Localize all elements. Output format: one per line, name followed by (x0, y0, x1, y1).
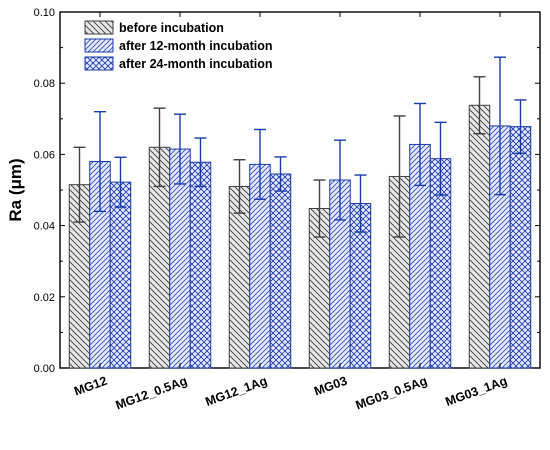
bar-mg03-1ag-s1 (468, 104, 491, 369)
bar-mg12-0-5ag-s3 (189, 161, 212, 369)
x-category-label: MG03_1Ag (444, 374, 510, 409)
y-tick-label: 0.06 (34, 149, 55, 161)
legend-swatch (84, 56, 114, 71)
y-tick-label: 0.04 (34, 221, 55, 233)
x-category-label: MG03 (312, 374, 349, 399)
legend-swatch (84, 38, 114, 53)
y-axis: 0.00 0.02 0.04 0.06 0.08 0.10 (34, 7, 540, 375)
bar-series-group (68, 104, 532, 369)
x-category-label: MG12_1Ag (204, 374, 270, 409)
legend-label: after 24-month incubation (119, 57, 272, 71)
legend-label: before incubation (119, 21, 224, 35)
x-category-label: MG03_0.5Ag (354, 374, 429, 413)
y-axis-title: Ra (μm) (6, 158, 25, 221)
x-category-label: MG12_0.5Ag (114, 374, 189, 413)
y-tick-label: 0.08 (34, 78, 55, 90)
y-tick-label: 0.00 (34, 363, 55, 375)
y-tick-label: 0.10 (34, 7, 55, 19)
y-tick-label: 0.02 (34, 292, 55, 304)
bar-mg12-s3 (109, 181, 132, 369)
bar-mg03-1ag-s3 (509, 126, 532, 369)
bar-mg12-1ag-s3 (269, 173, 292, 369)
x-category-label: MG12 (72, 374, 109, 399)
legend-swatch (84, 20, 114, 35)
error-bar-group (73, 56, 527, 238)
legend: before incubation after 12-month incubati… (84, 20, 272, 71)
legend-label: after 12-month incubation (119, 39, 272, 53)
